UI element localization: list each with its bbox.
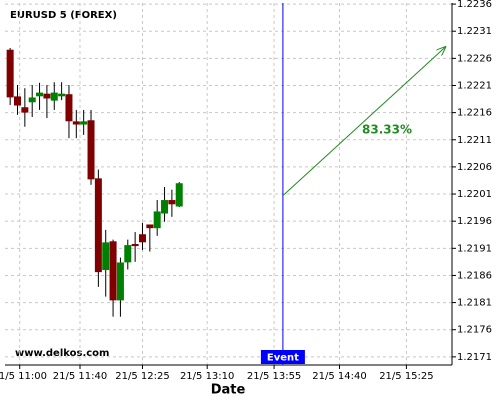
candle-body: [13, 96, 21, 106]
candle-body: [58, 93, 66, 97]
y-tick-label: 1.2181: [457, 298, 492, 309]
y-tick-label: 1.2206: [457, 162, 492, 173]
candle-body: [131, 244, 139, 247]
y-tick-label: 1.2226: [457, 53, 492, 64]
x-tick-label: 21/5 14:40: [312, 371, 366, 382]
watermark: www.delkos.com: [15, 348, 109, 359]
candle-body: [102, 242, 110, 270]
event-label-box: [260, 350, 305, 364]
prediction-arrow: [282, 47, 445, 197]
candle-body: [116, 262, 124, 301]
prediction-label: 83.33%: [362, 123, 412, 137]
y-tick-label: 1.2216: [457, 108, 492, 119]
y-tick-label: 1.2191: [457, 243, 492, 254]
y-tick-label: 1.2171: [457, 352, 492, 363]
x-tick-label: 21/5 13:55: [247, 371, 301, 382]
y-tick-label: 1.2236: [457, 0, 492, 10]
y-tick-label: 1.2201: [457, 189, 492, 200]
y-tick-label: 1.2211: [457, 135, 492, 146]
candle-body: [36, 92, 44, 97]
x-tick-label: 21/5 15:25: [379, 371, 433, 382]
candle-body: [138, 234, 146, 243]
candle-body: [80, 121, 88, 125]
candle-body: [175, 183, 183, 207]
candle-body: [65, 94, 73, 122]
candle-body: [21, 107, 29, 113]
candle-body: [161, 200, 169, 214]
chart-title: EURUSD 5 (FOREX): [10, 10, 117, 21]
candle-body: [94, 178, 102, 273]
candle-body: [146, 224, 154, 229]
y-tick-label: 1.2186: [457, 270, 492, 281]
y-tick-label: 1.2231: [457, 26, 492, 37]
candle-body: [109, 241, 117, 301]
candle-body: [168, 200, 176, 205]
x-tick-label: 21/5 11:00: [0, 371, 47, 382]
candle-body: [87, 120, 95, 180]
candle-body: [72, 121, 80, 125]
y-tick-label: 1.2176: [457, 325, 492, 336]
y-tick-label: 1.2196: [457, 216, 492, 227]
y-tick-label: 1.2221: [457, 80, 492, 91]
candle-body: [50, 92, 58, 101]
x-tick-label: 21/5 13:10: [180, 371, 234, 382]
candle-body: [28, 97, 36, 103]
candle-body: [43, 93, 51, 99]
x-tick-label: 21/5 11:40: [53, 371, 107, 382]
candle-body: [6, 49, 14, 98]
x-axis-label: Date: [211, 383, 246, 398]
event-label: Event: [267, 353, 299, 364]
x-tick-label: 21/5 12:25: [115, 371, 169, 382]
candle-body: [124, 245, 132, 263]
candle-body: [153, 211, 161, 229]
